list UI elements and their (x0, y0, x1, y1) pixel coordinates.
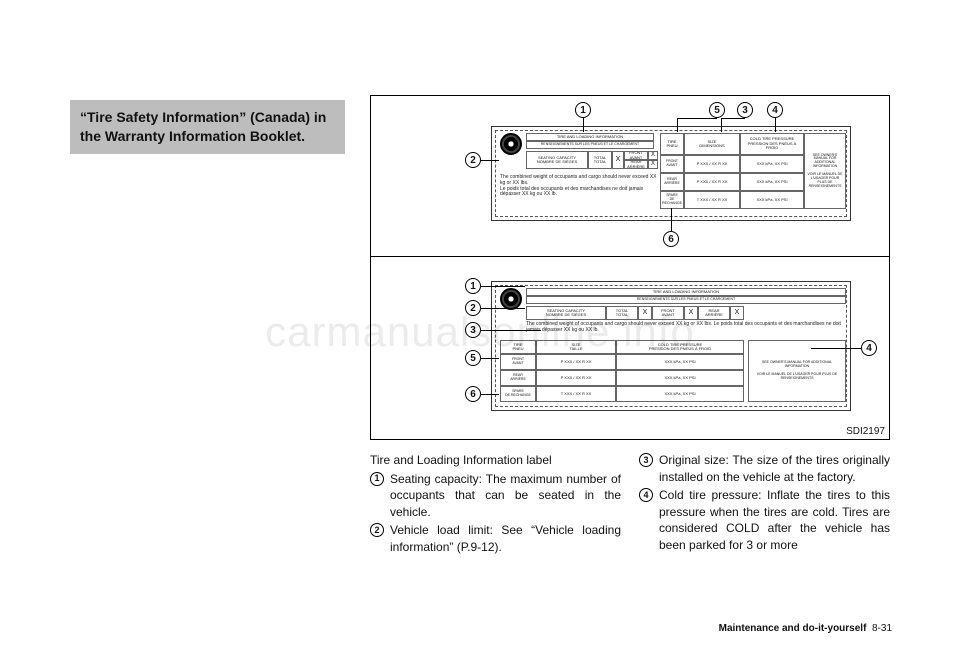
callout-marker-4: 4 (767, 102, 783, 118)
body-lead: Tire and Loading Information label (370, 452, 621, 469)
row-pos: REARARRIÈRE (660, 173, 684, 191)
callout-marker-4b: 4 (861, 340, 877, 356)
total-x: X (638, 306, 652, 320)
list-item: 2 Vehicle load limit: See “Vehicle loadi… (370, 522, 621, 555)
see-manual: SEE OWNER'S MANUAL FOR ADDITIONAL INFORM… (748, 340, 846, 402)
figure-id: SDI2197 (846, 426, 885, 437)
list-item: 1 Seating capacity: The maximum number o… (370, 471, 621, 521)
callout-marker-6: 6 (663, 231, 679, 247)
weight-note: The combined weight of occupants and car… (526, 322, 846, 334)
tire-icon (500, 133, 522, 155)
front-label: FRONTAVANT (652, 306, 684, 320)
row-size: T XXX / XX R XX (536, 386, 616, 402)
weight-note: The combined weight of occupants and car… (500, 175, 658, 198)
safety-callout: “Tire Safety Information” (Canada) in th… (70, 100, 345, 154)
callout-marker-1b: 1 (465, 278, 481, 294)
row-pos: SPAREDE RECHANGE (660, 191, 684, 209)
row-press: XXX kPa, XX PSI (740, 173, 804, 191)
callout-marker-2b: 2 (465, 300, 481, 316)
callout-marker-6b: 6 (465, 386, 481, 402)
header-fr: RENSEIGNEMENTS SUR LES PNEUS ET LE CHARG… (526, 296, 846, 304)
rear-x: X (648, 160, 658, 169)
row-pos: FRONTAVANT (500, 354, 536, 370)
row-size: P XXX / XX R XX (684, 173, 740, 191)
tire-col: TIREPNEU (500, 340, 536, 354)
row-pos: REARARRIÈRE (500, 370, 536, 386)
row-size: P XXX / XX R XX (536, 370, 616, 386)
list-item: 4 Cold tire pressure: Inflate the tires … (639, 487, 890, 553)
rear-label: REARARRIÈRE (624, 160, 648, 169)
row-press: XXX kPa, XX PSI (740, 191, 804, 209)
seating-label: SEATING CAPACITY NOMBRE DE SIÈGES (526, 151, 588, 169)
row-press: XXX kPa, XX PSI (616, 354, 744, 370)
row-size: P XXX / XX R XX (536, 354, 616, 370)
front-x: X (648, 151, 658, 160)
page-footer: Maintenance and do-it-yourself 8-31 (719, 623, 892, 634)
callout-marker-5b: 5 (465, 350, 481, 366)
callout-marker-1: 1 (575, 102, 591, 118)
front-x: X (684, 306, 698, 320)
rear-label: REARARRIÈRE (698, 306, 730, 320)
see-manual: SEE OWNER'S MANUAL FOR ADDITIONAL INFORM… (804, 133, 846, 209)
tire-col: TIREPNEU (660, 133, 684, 155)
header-en: TIRE AND LOADING INFORMATION (526, 133, 654, 141)
size-col: SIZETAILLE (536, 340, 616, 354)
pressure-col: COLD TIRE PRESSUREPRESSION DES PNEUS À F… (616, 340, 744, 354)
row-press: XXX kPa, XX PSI (616, 386, 744, 402)
seating-label: SEATING CAPACITYNOMBRE DE SIÈGES (526, 306, 606, 320)
label-variant-1: TIRE AND LOADING INFORMATION RENSEIGNEME… (491, 126, 851, 221)
row-size: P XXX / XX R XX (684, 155, 740, 173)
front-label: FRONTAVANT (624, 151, 648, 160)
callout-marker-3b: 3 (465, 322, 481, 338)
callout-marker-5: 5 (709, 102, 725, 118)
body-text: Tire and Loading Information label 1 Sea… (370, 452, 890, 612)
callout-marker-2: 2 (465, 152, 481, 168)
pressure-col: COLD TIRE PRESSUREPRESSION DES PNEUS À F… (740, 133, 804, 155)
total-label: TOTAL TOTAL (588, 151, 612, 169)
row-size: T XXX / XX R XX (684, 191, 740, 209)
label-variant-2: TIRE AND LOADING INFORMATION RENSEIGNEME… (491, 281, 851, 411)
list-item: 3 Original size: The size of the tires o… (639, 452, 890, 485)
callout-marker-3: 3 (737, 102, 753, 118)
row-press: XXX kPa, XX PSI (616, 370, 744, 386)
header-en: TIRE AND LOADING INFORMATION (526, 288, 846, 296)
total-x: X (612, 151, 624, 169)
tire-icon (500, 288, 522, 310)
row-pos: SPAREDE RECHANGE (500, 386, 536, 402)
header-fr: RENSEIGNEMENTS SUR LES PNEUS ET LE CHARG… (526, 141, 654, 149)
tire-label-figure: TIRE AND LOADING INFORMATION RENSEIGNEME… (370, 95, 890, 440)
total-label: TOTALTOTAL (606, 306, 638, 320)
row-pos: FRONTAVANT (660, 155, 684, 173)
rear-x: X (730, 306, 744, 320)
size-col: SIZEDIMENSIONS (684, 133, 740, 155)
row-press: XXX kPa, XX PSI (740, 155, 804, 173)
